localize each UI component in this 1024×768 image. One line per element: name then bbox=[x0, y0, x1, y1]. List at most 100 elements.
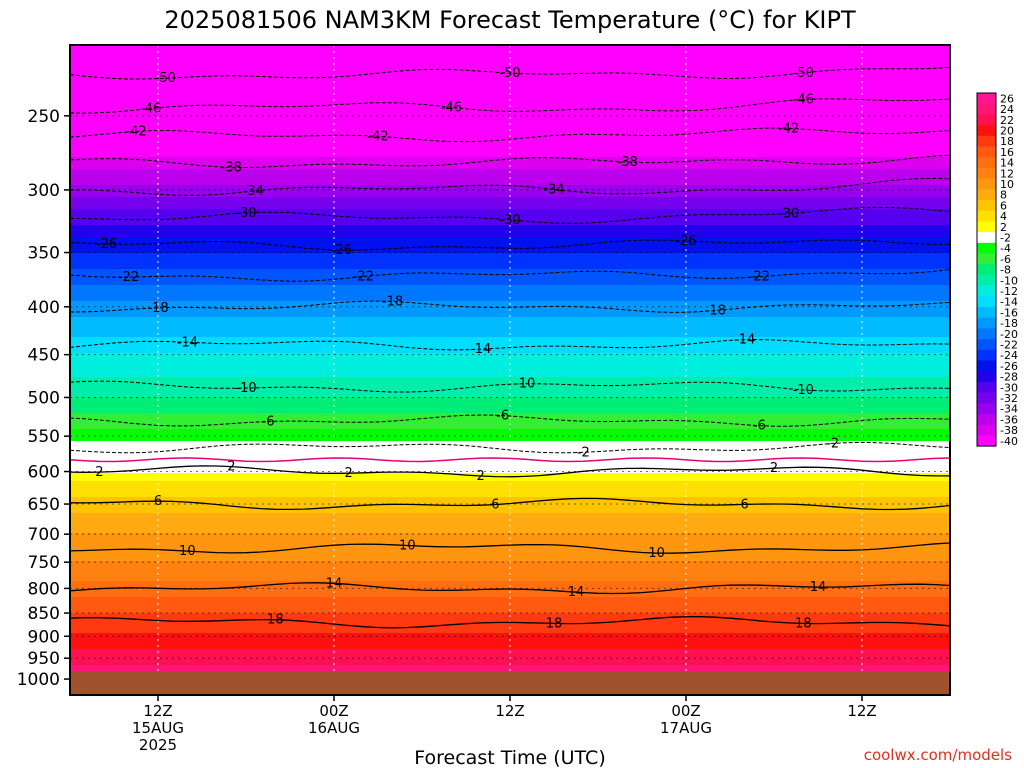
field-band bbox=[70, 245, 950, 250]
field-band bbox=[70, 621, 950, 626]
contour-label: -46 bbox=[793, 92, 814, 107]
colorbar-cell bbox=[977, 414, 996, 425]
freezing-line bbox=[70, 457, 950, 463]
colorbar-label: -10 bbox=[1000, 274, 1018, 287]
colorbar-cell bbox=[977, 114, 996, 126]
field-band bbox=[70, 665, 950, 670]
field-band bbox=[70, 461, 950, 466]
field-band bbox=[70, 561, 950, 566]
contour-line bbox=[70, 239, 950, 251]
contour-line bbox=[70, 154, 950, 169]
x-tick-label: 00Z bbox=[671, 702, 700, 720]
contour-line bbox=[70, 98, 950, 114]
field-band bbox=[70, 237, 950, 242]
contour-line bbox=[70, 269, 950, 282]
contour-label: 2 bbox=[770, 461, 778, 476]
field-band bbox=[70, 453, 950, 458]
field-band bbox=[70, 173, 950, 178]
colorbar-label: -28 bbox=[1000, 371, 1018, 384]
colorbar-label: 20 bbox=[1000, 124, 1014, 137]
y-tick-label: 900 bbox=[28, 627, 60, 647]
field-band bbox=[70, 569, 950, 574]
field-band bbox=[70, 141, 950, 146]
colorbar-cell bbox=[977, 242, 996, 254]
field-band bbox=[70, 129, 950, 134]
field-band bbox=[70, 657, 950, 662]
colorbar-label: -2 bbox=[1000, 231, 1011, 244]
colorbar-label: 22 bbox=[1000, 114, 1014, 127]
credit-text: coolwx.com/models bbox=[864, 746, 1012, 764]
field-band bbox=[70, 65, 950, 70]
field-band bbox=[70, 369, 950, 374]
contour-line bbox=[70, 414, 950, 427]
contour-label: -10 bbox=[514, 377, 535, 392]
colorbar-cell bbox=[977, 435, 996, 447]
field-band bbox=[70, 573, 950, 578]
colorbar-cell bbox=[977, 424, 996, 436]
colorbar-legend: 2624222018161412108642-2-4-6-8-10-12-14-… bbox=[976, 92, 1018, 448]
contour-label: 2 bbox=[477, 469, 485, 484]
contour-label: -14 bbox=[470, 342, 491, 357]
field-band bbox=[70, 477, 950, 482]
field-band bbox=[70, 437, 950, 442]
field-band bbox=[70, 617, 950, 622]
colorbar-label: 26 bbox=[1000, 92, 1014, 105]
y-tick-label: 800 bbox=[28, 579, 60, 599]
field-band bbox=[70, 485, 950, 490]
contour-label: -14 bbox=[734, 333, 755, 348]
colorbar-cell bbox=[977, 360, 996, 372]
x-tick-label: 12Z bbox=[143, 702, 172, 720]
field-band bbox=[70, 489, 950, 494]
field-band bbox=[70, 429, 950, 434]
colorbar-label: -40 bbox=[1000, 435, 1018, 448]
contour-label: 14 bbox=[810, 580, 827, 595]
x-tick-label: 12Z bbox=[495, 702, 524, 720]
colorbar-label: 18 bbox=[1000, 135, 1014, 148]
y-tick-label: 250 bbox=[28, 107, 60, 127]
colorbar-label: 2 bbox=[1000, 221, 1007, 234]
contour-label: 6 bbox=[154, 494, 162, 509]
field-band bbox=[70, 201, 950, 206]
colorbar-label: -26 bbox=[1000, 360, 1018, 373]
colorbar-label: -36 bbox=[1000, 413, 1018, 426]
colorbar-cell bbox=[977, 274, 996, 286]
field-band bbox=[70, 605, 950, 610]
contour-line bbox=[70, 465, 950, 478]
colorbar-cell bbox=[977, 189, 996, 201]
colorbar-frame bbox=[976, 92, 997, 447]
contour-label: -18 bbox=[147, 301, 168, 316]
chart-title: 2025081506 NAM3KM Forecast Temperature (… bbox=[164, 6, 856, 34]
field-band bbox=[70, 113, 950, 118]
colorbar-label: -32 bbox=[1000, 392, 1018, 405]
contour-label: -42 bbox=[125, 124, 146, 139]
colorbar-cell bbox=[977, 221, 996, 233]
field-band bbox=[70, 537, 950, 542]
colorbar-cell bbox=[977, 328, 996, 340]
y-tick-label: 600 bbox=[28, 463, 60, 483]
contour-label: 18 bbox=[795, 616, 812, 631]
contour-label: -30 bbox=[499, 213, 520, 228]
contour-labels: -50 -50 -50-46 -46-46-42 -42-42-38 -38-34 -34-… bbox=[95, 66, 839, 632]
colorbar-label: -34 bbox=[1000, 403, 1018, 416]
contour-label: -34 bbox=[243, 184, 264, 199]
colorbar-cell bbox=[977, 296, 996, 308]
colorbar-cell bbox=[977, 392, 996, 404]
y-tick-label: 750 bbox=[28, 553, 60, 573]
field-band bbox=[70, 609, 950, 614]
colorbar-cell bbox=[977, 157, 996, 169]
colorbar-label: -38 bbox=[1000, 424, 1018, 437]
field-band bbox=[70, 389, 950, 394]
pressure-axis: 250 300 350 400 450 500 550 600 650 700 750 800 850 9… bbox=[17, 107, 70, 690]
field-band bbox=[70, 549, 950, 554]
contour-label: -10 bbox=[793, 383, 814, 398]
contour-label: -26 bbox=[96, 237, 117, 252]
contour-line bbox=[70, 177, 950, 196]
contour-label: 2 bbox=[95, 465, 103, 480]
field-band bbox=[70, 269, 950, 274]
colorbar-cell bbox=[977, 253, 996, 265]
field-band bbox=[70, 449, 950, 454]
contour-label: -50 bbox=[793, 66, 814, 81]
colorbar-label: 8 bbox=[1000, 189, 1007, 202]
field-band bbox=[70, 341, 950, 346]
contour-label: -22 bbox=[118, 270, 139, 285]
